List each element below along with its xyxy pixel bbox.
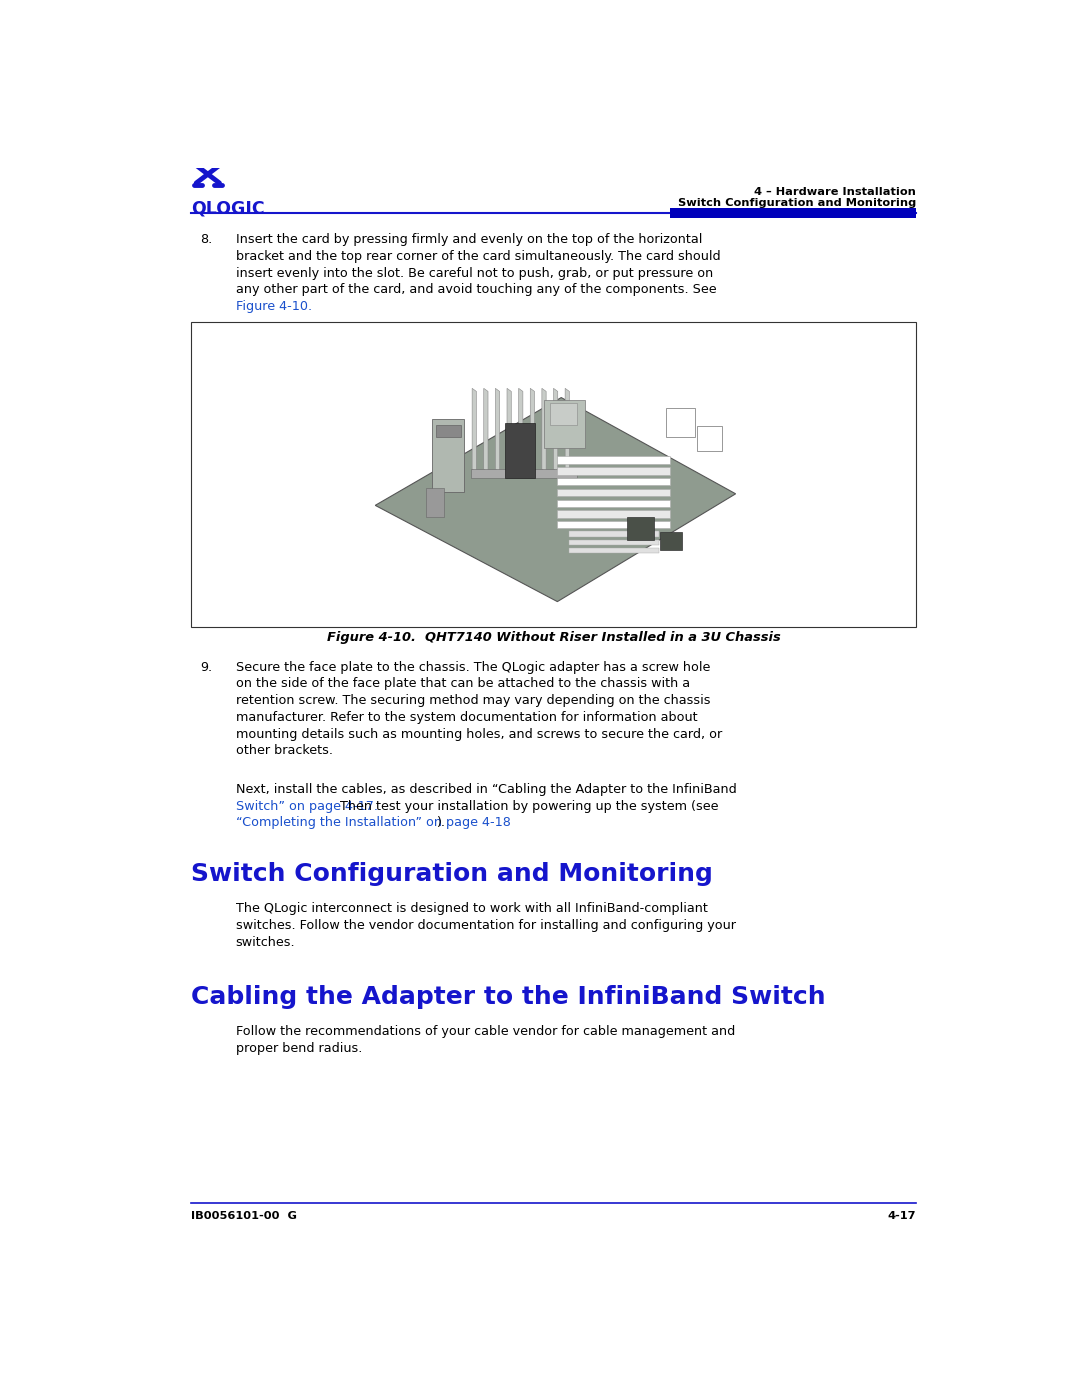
Text: ).: ). [436, 816, 445, 830]
Text: proper bend radius.: proper bend radius. [235, 1042, 362, 1055]
Polygon shape [530, 388, 535, 472]
Text: switches. Follow the vendor documentation for installing and configuring your: switches. Follow the vendor documentatio… [235, 919, 735, 932]
Text: 4-17: 4-17 [888, 1211, 916, 1221]
Text: insert evenly into the slot. Be careful not to push, grab, or put pressure on: insert evenly into the slot. Be careful … [235, 267, 713, 279]
Text: Then test your installation by powering up the system (see: Then test your installation by powering … [336, 799, 718, 813]
Text: Secure the face plate to the chassis. The QLogic adapter has a screw hole: Secure the face plate to the chassis. Th… [235, 661, 711, 673]
Bar [627, 517, 654, 541]
Bar [435, 425, 460, 437]
Text: The QLogic interconnect is designed to work with all InfiniBand-compliant: The QLogic interconnect is designed to w… [235, 902, 707, 915]
Bar [471, 469, 577, 478]
Polygon shape [484, 388, 488, 472]
Polygon shape [432, 419, 464, 492]
Polygon shape [518, 388, 523, 472]
Bar [557, 467, 670, 475]
Text: any other part of the card, and avoid touching any of the components. See: any other part of the card, and avoid to… [235, 284, 716, 296]
Bar [666, 408, 696, 437]
Bar [557, 478, 670, 485]
Text: 8.: 8. [200, 233, 213, 246]
Text: switches.: switches. [235, 936, 295, 949]
Text: manufacturer. Refer to the system documentation for information about: manufacturer. Refer to the system docume… [235, 711, 698, 724]
Text: Figure 4-10.  QHT7140 Without Riser Installed in a 3U Chassis: Figure 4-10. QHT7140 Without Riser Insta… [326, 631, 781, 644]
Polygon shape [565, 388, 569, 472]
Text: mounting details such as mounting holes, and screws to secure the card, or: mounting details such as mounting holes,… [235, 728, 723, 740]
Bar [191, 323, 916, 627]
Bar [557, 489, 670, 496]
Text: QLOGIC: QLOGIC [191, 200, 265, 217]
Bar [569, 539, 659, 545]
Bar [505, 423, 535, 478]
Bar [557, 510, 670, 518]
Polygon shape [472, 388, 476, 472]
Polygon shape [375, 398, 735, 602]
Bar [569, 548, 659, 553]
Bar [661, 531, 683, 550]
Bar [569, 531, 659, 536]
Bar [697, 426, 721, 451]
Bar [557, 500, 670, 507]
Text: bracket and the top rear corner of the card simultaneously. The card should: bracket and the top rear corner of the c… [235, 250, 720, 263]
Bar [557, 457, 670, 464]
Bar [426, 488, 444, 517]
Bar [670, 208, 916, 218]
Text: Switch Configuration and Monitoring: Switch Configuration and Monitoring [191, 862, 713, 887]
Bar [544, 400, 584, 447]
Bar [557, 521, 670, 528]
Text: Follow the recommendations of your cable vendor for cable management and: Follow the recommendations of your cable… [235, 1025, 735, 1038]
Text: “Completing the Installation” on page 4-18: “Completing the Installation” on page 4-… [235, 816, 511, 830]
Polygon shape [542, 388, 546, 472]
Polygon shape [496, 388, 500, 472]
Polygon shape [507, 388, 511, 472]
Text: Figure 4-10.: Figure 4-10. [235, 300, 312, 313]
Text: Switch Configuration and Monitoring: Switch Configuration and Monitoring [678, 198, 916, 208]
Text: 4 – Hardware Installation: 4 – Hardware Installation [754, 187, 916, 197]
Polygon shape [554, 388, 557, 472]
Text: other brackets.: other brackets. [235, 745, 333, 757]
Text: Switch” on page 4-17.: Switch” on page 4-17. [235, 799, 378, 813]
Text: on the side of the face plate that can be attached to the chassis with a: on the side of the face plate that can b… [235, 678, 690, 690]
Text: retention screw. The securing method may vary depending on the chassis: retention screw. The securing method may… [235, 694, 711, 707]
Text: Next, install the cables, as described in “Cabling the Adapter to the InfiniBand: Next, install the cables, as described i… [235, 782, 737, 796]
Text: Cabling the Adapter to the InfiniBand Switch: Cabling the Adapter to the InfiniBand Sw… [191, 985, 825, 1009]
Text: Insert the card by pressing firmly and evenly on the top of the horizontal: Insert the card by pressing firmly and e… [235, 233, 702, 246]
Bar [550, 402, 577, 425]
Text: 9.: 9. [201, 661, 213, 673]
Text: IB0056101-00  G: IB0056101-00 G [191, 1211, 297, 1221]
